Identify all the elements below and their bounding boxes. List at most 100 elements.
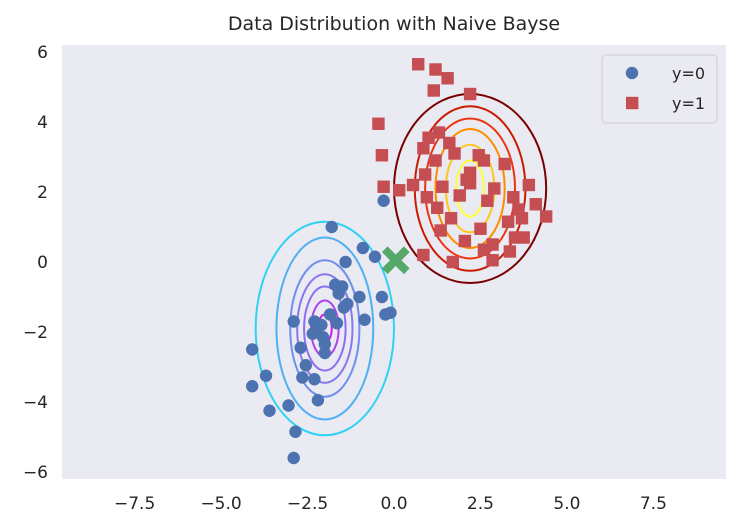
data-point-y0 xyxy=(337,301,351,314)
data-point-y1 xyxy=(453,189,466,202)
data-point-y1 xyxy=(463,177,477,190)
data-point-y1 xyxy=(429,154,442,167)
contour-line xyxy=(303,285,347,372)
data-point-y1 xyxy=(444,212,458,225)
y-axis: −6 −4 −2 0 2 4 6 xyxy=(23,43,48,483)
y-tick-label: 0 xyxy=(37,253,48,273)
x-tick-label: 5.0 xyxy=(553,494,580,514)
y-tick-label: 6 xyxy=(37,43,48,63)
legend: y=0 y=1 xyxy=(601,54,718,124)
contour-line xyxy=(254,220,396,437)
data-point-y0 xyxy=(330,317,344,330)
data-point-y1 xyxy=(501,215,515,228)
points-layer xyxy=(246,58,553,465)
data-point-y0 xyxy=(353,290,366,304)
data-point-y1 xyxy=(372,117,385,130)
data-point-y0 xyxy=(308,373,321,386)
data-point-y1 xyxy=(432,126,446,139)
data-point-y1 xyxy=(375,149,389,162)
data-point-y1 xyxy=(474,222,487,235)
data-point-y1 xyxy=(406,178,420,192)
data-point-y0 xyxy=(246,380,259,393)
data-point-y0 xyxy=(306,327,319,340)
data-point-y1 xyxy=(417,142,430,155)
data-point-y1 xyxy=(446,255,459,269)
data-point-y0 xyxy=(358,313,371,326)
data-point-y0 xyxy=(325,220,338,234)
y-tick-label: −4 xyxy=(23,393,48,413)
data-point-y0 xyxy=(323,308,337,321)
data-point-y0 xyxy=(296,371,309,384)
data-point-y0 xyxy=(332,287,345,300)
data-point-y1 xyxy=(486,254,499,267)
data-point-y1 xyxy=(477,154,491,167)
legend-marker-circle xyxy=(625,66,639,80)
legend-marker-square xyxy=(626,96,639,110)
data-point-y0 xyxy=(377,194,390,207)
data-point-y0 xyxy=(259,369,273,382)
legend-label: y=0 xyxy=(672,64,705,83)
data-point-y0 xyxy=(375,290,389,304)
x-tick-label: 2.5 xyxy=(467,494,494,514)
legend-label: y=1 xyxy=(672,94,705,113)
data-point-y1 xyxy=(458,234,472,248)
data-point-y1 xyxy=(429,63,442,76)
data-point-y1 xyxy=(392,184,406,197)
chart-title: Data Distribution with Naive Bayse xyxy=(228,13,560,35)
data-point-y1 xyxy=(539,210,553,223)
data-point-y1 xyxy=(436,180,449,193)
x-tick-label: −7.5 xyxy=(114,494,155,514)
data-point-y1 xyxy=(427,84,440,97)
data-point-y0 xyxy=(287,315,300,328)
data-point-y1 xyxy=(448,147,461,160)
contour-line xyxy=(296,273,354,384)
data-point-y0 xyxy=(318,346,332,360)
contour-line xyxy=(455,159,485,218)
data-point-y1 xyxy=(517,231,530,244)
data-point-y0 xyxy=(282,399,295,412)
contour-line xyxy=(275,236,375,421)
data-point-y1 xyxy=(515,212,529,225)
y-tick-label: 4 xyxy=(37,113,48,133)
data-point-y1 xyxy=(481,194,494,207)
test-point-stroke xyxy=(381,246,410,275)
x-tick-label: 7.5 xyxy=(640,494,667,514)
contour-line xyxy=(289,259,361,398)
data-point-y1 xyxy=(488,182,501,195)
x-tick-label: −5.0 xyxy=(200,494,241,514)
data-point-y0 xyxy=(294,341,307,354)
data-point-y1 xyxy=(522,178,536,192)
data-point-y1 xyxy=(443,136,456,150)
data-point-y1 xyxy=(377,180,390,193)
data-point-y1 xyxy=(441,72,454,85)
x-tick-label: −2.5 xyxy=(287,494,328,514)
data-point-y1 xyxy=(420,191,434,204)
x-tick-label: 0.0 xyxy=(380,494,407,514)
data-point-y0 xyxy=(318,338,332,351)
y-tick-label: −6 xyxy=(23,463,48,483)
data-point-y1 xyxy=(477,243,491,256)
data-point-y0 xyxy=(311,394,325,407)
data-point-y1 xyxy=(503,245,517,258)
data-point-y0 xyxy=(246,343,259,356)
data-point-y1 xyxy=(463,87,477,101)
contour-line xyxy=(434,128,506,249)
data-point-y0 xyxy=(379,308,392,321)
data-point-y0 xyxy=(308,315,321,328)
data-point-y1 xyxy=(422,131,435,144)
contour-line xyxy=(424,117,517,260)
data-point-y1 xyxy=(412,58,425,71)
data-point-y1 xyxy=(507,191,520,204)
data-point-y1 xyxy=(417,248,430,262)
y-tick-label: −2 xyxy=(23,323,48,343)
data-point-y1 xyxy=(418,168,432,181)
data-point-y1 xyxy=(431,201,444,214)
data-point-y1 xyxy=(529,198,542,211)
data-point-y1 xyxy=(498,157,511,171)
x-axis: −7.5 −5.0 −2.5 0.0 2.5 5.0 7.5 xyxy=(114,494,667,514)
data-point-y0 xyxy=(356,241,370,255)
data-point-y1 xyxy=(434,224,447,237)
data-point-y0 xyxy=(339,255,352,269)
data-point-y0 xyxy=(299,359,313,372)
